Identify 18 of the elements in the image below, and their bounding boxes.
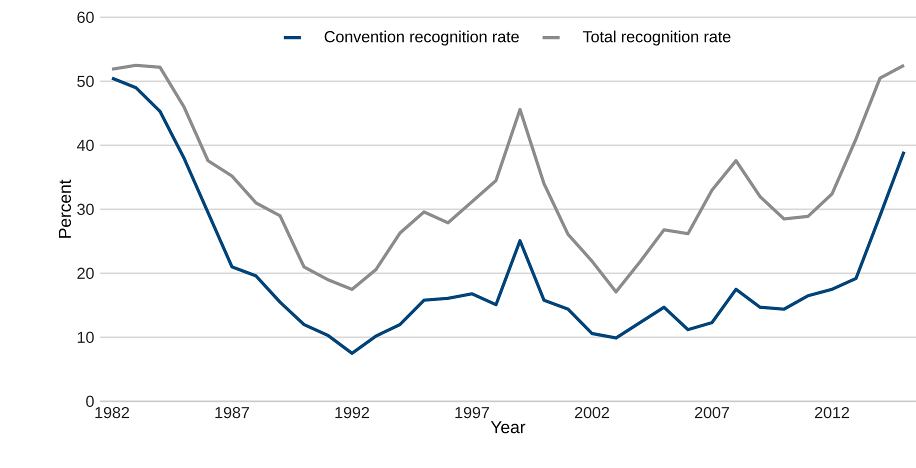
y-tick-label: 0 (86, 396, 94, 407)
legend-label: Total recognition rate (583, 30, 730, 46)
y-tick-label: 60 (77, 12, 94, 23)
x-tick-label: 1982 (95, 406, 129, 418)
x-tick-label: 1997 (455, 406, 489, 418)
x-tick-label: 1987 (215, 406, 249, 418)
y-tick-label: 10 (78, 332, 94, 343)
y-axis-title: Percent (58, 180, 72, 238)
y-tick-label: 40 (76, 140, 94, 151)
x-axis-title: Year (490, 421, 526, 434)
x-tick-label: 2007 (695, 406, 729, 418)
y-tick-label: 30 (77, 204, 94, 215)
legend-label: Convention recognition rate (324, 30, 519, 46)
x-tick-label: 1992 (335, 406, 369, 418)
y-tick-label: 20 (77, 268, 94, 279)
x-tick-label: 2002 (575, 406, 609, 418)
y-tick-label: 50 (77, 76, 94, 87)
x-tick-label: 2012 (815, 406, 849, 418)
